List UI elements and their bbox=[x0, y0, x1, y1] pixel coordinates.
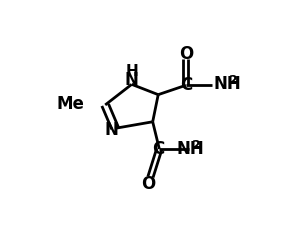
Text: 2: 2 bbox=[229, 74, 238, 87]
Text: NH: NH bbox=[213, 75, 241, 93]
Text: H: H bbox=[125, 64, 138, 79]
Text: 2: 2 bbox=[192, 139, 201, 152]
Text: NH: NH bbox=[177, 140, 205, 158]
Text: N: N bbox=[105, 121, 119, 139]
Text: C: C bbox=[180, 76, 192, 94]
Text: C: C bbox=[152, 140, 164, 158]
Text: Me: Me bbox=[56, 95, 84, 113]
Text: O: O bbox=[141, 174, 155, 192]
Text: O: O bbox=[179, 45, 193, 63]
Text: N: N bbox=[125, 71, 139, 89]
